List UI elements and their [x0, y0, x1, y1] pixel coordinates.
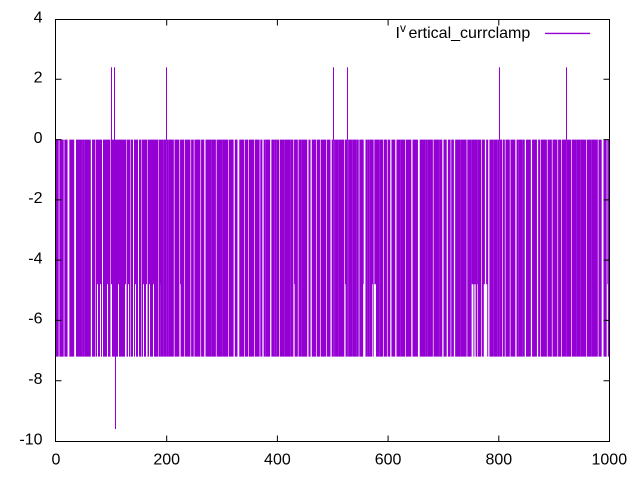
svg-text:-6: -6	[28, 311, 42, 328]
svg-text:400: 400	[264, 452, 291, 469]
svg-text:1000: 1000	[592, 452, 628, 469]
svg-text:800: 800	[485, 452, 512, 469]
svg-text:0: 0	[34, 130, 43, 147]
svg-text:200: 200	[153, 452, 180, 469]
svg-text:-10: -10	[19, 432, 42, 449]
svg-text:4: 4	[34, 10, 43, 27]
svg-text:-8: -8	[28, 371, 42, 388]
svg-text:-2: -2	[28, 190, 42, 207]
svg-text:0: 0	[52, 452, 61, 469]
svg-text:2: 2	[34, 70, 43, 87]
svg-text:-4: -4	[28, 250, 42, 267]
svg-text:600: 600	[375, 452, 402, 469]
